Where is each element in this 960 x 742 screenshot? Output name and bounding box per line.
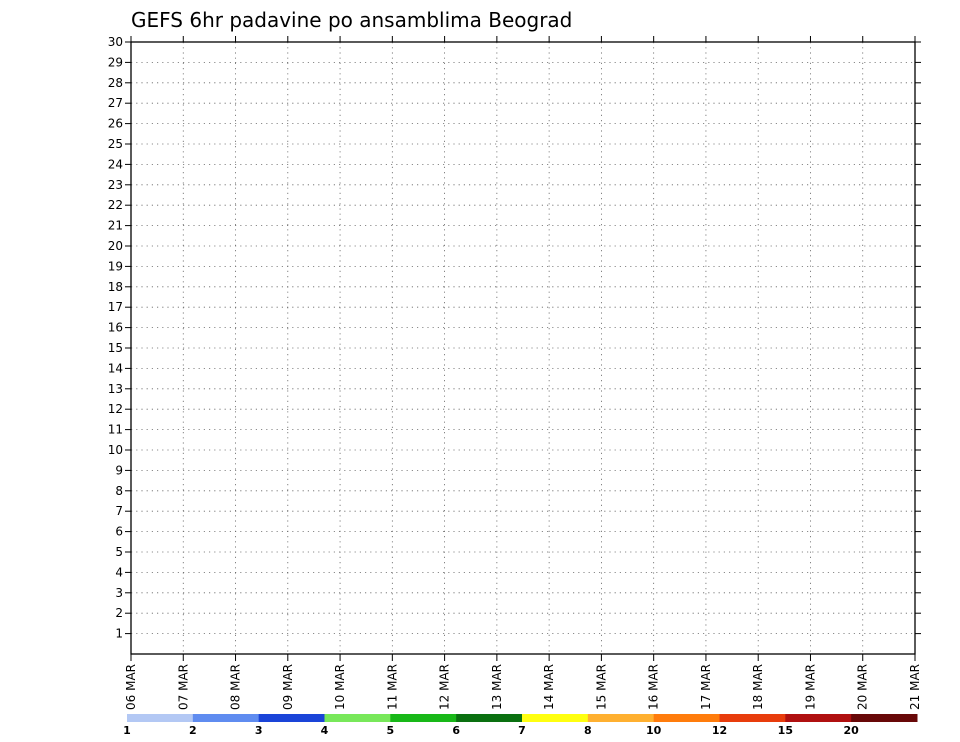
y-tick-label: 23 <box>108 178 123 192</box>
y-tick-label: 5 <box>115 545 123 559</box>
legend-swatch <box>587 714 655 722</box>
x-tick-label: 20 MAR <box>856 664 870 710</box>
x-tick-label: 17 MAR <box>699 664 713 710</box>
y-tick-label: 7 <box>115 504 123 518</box>
y-tick-label: 25 <box>108 137 123 151</box>
y-tick-label: 16 <box>108 321 123 335</box>
x-tick-label: 09 MAR <box>281 664 295 710</box>
y-tick-label: 12 <box>108 402 123 416</box>
y-axis: 1234567891011121314151617181920212223242… <box>108 35 921 641</box>
y-tick-label: 27 <box>108 96 123 110</box>
legend-swatch <box>127 714 194 722</box>
y-tick-label: 1 <box>115 627 123 641</box>
legend-swatch <box>719 714 786 722</box>
legend-label: 2 <box>189 724 197 737</box>
x-tick-label: 12 MAR <box>438 664 452 710</box>
y-tick-label: 15 <box>108 341 123 355</box>
legend-swatch <box>456 714 523 722</box>
x-tick-label: 07 MAR <box>176 664 190 710</box>
legend-label: 6 <box>452 724 460 737</box>
y-tick-label: 29 <box>108 55 123 69</box>
legend-label: 7 <box>518 724 526 737</box>
legend-label: 20 <box>844 724 860 737</box>
legend-swatch <box>258 714 325 722</box>
y-tick-label: 10 <box>108 443 123 457</box>
y-tick-label: 13 <box>108 382 123 396</box>
y-tick-label: 21 <box>108 219 123 233</box>
legend-swatch <box>522 714 589 722</box>
color-legend: 1 2 3 4 5 6 7 8 10 12 15 20 <box>123 714 918 737</box>
x-tick-label: 15 MAR <box>594 664 608 710</box>
y-tick-label: 2 <box>115 606 123 620</box>
x-tick-label: 08 MAR <box>229 664 243 710</box>
x-tick-label: 16 MAR <box>647 664 661 710</box>
x-tick-label: 21 MAR <box>908 664 922 710</box>
x-tick-label: 19 MAR <box>803 664 817 710</box>
legend-label: 8 <box>584 724 592 737</box>
y-tick-label: 26 <box>108 117 123 131</box>
y-tick-label: 4 <box>115 565 123 579</box>
x-tick-label: 11 MAR <box>385 664 399 710</box>
y-tick-label: 24 <box>108 157 123 171</box>
legend-label: 12 <box>712 724 727 737</box>
legend-swatch <box>785 714 852 722</box>
legend-label: 10 <box>646 724 662 737</box>
legend-swatch <box>192 714 260 722</box>
x-tick-label: 06 MAR <box>124 664 138 710</box>
legend-label: 5 <box>387 724 395 737</box>
y-tick-label: 19 <box>108 259 123 273</box>
y-tick-label: 9 <box>115 463 123 477</box>
y-tick-label: 17 <box>108 300 123 314</box>
y-tick-label: 11 <box>108 423 123 437</box>
x-axis: 06 MAR 07 MAR 08 MAR 09 MAR 10 MAR 11 MAR 12 M… <box>124 36 922 710</box>
legend-label: 15 <box>778 724 793 737</box>
x-tick-label: 10 MAR <box>333 664 347 710</box>
grid-lines <box>131 41 915 654</box>
x-tick-label: 14 MAR <box>542 664 556 710</box>
y-tick-label: 30 <box>108 35 123 49</box>
x-tick-label: 18 MAR <box>751 664 765 710</box>
legend-label: 1 <box>123 724 131 737</box>
y-tick-label: 8 <box>115 484 123 498</box>
legend-swatch <box>653 714 720 722</box>
x-tick-label: 13 MAR <box>490 664 504 710</box>
legend-swatch <box>324 714 391 722</box>
y-tick-label: 22 <box>108 198 123 212</box>
legend-swatch <box>851 714 918 722</box>
y-tick-label: 20 <box>108 239 123 253</box>
y-tick-label: 6 <box>115 525 123 539</box>
y-tick-label: 14 <box>108 361 123 375</box>
legend-label: 3 <box>255 724 263 737</box>
y-tick-label: 28 <box>108 76 123 90</box>
chart-title: GEFS 6hr padavine po ansamblima Beograd <box>131 8 572 32</box>
legend-label: 4 <box>321 724 329 737</box>
y-tick-label: 3 <box>115 586 123 600</box>
y-tick-label: 18 <box>108 280 123 294</box>
legend-swatch <box>390 714 457 722</box>
